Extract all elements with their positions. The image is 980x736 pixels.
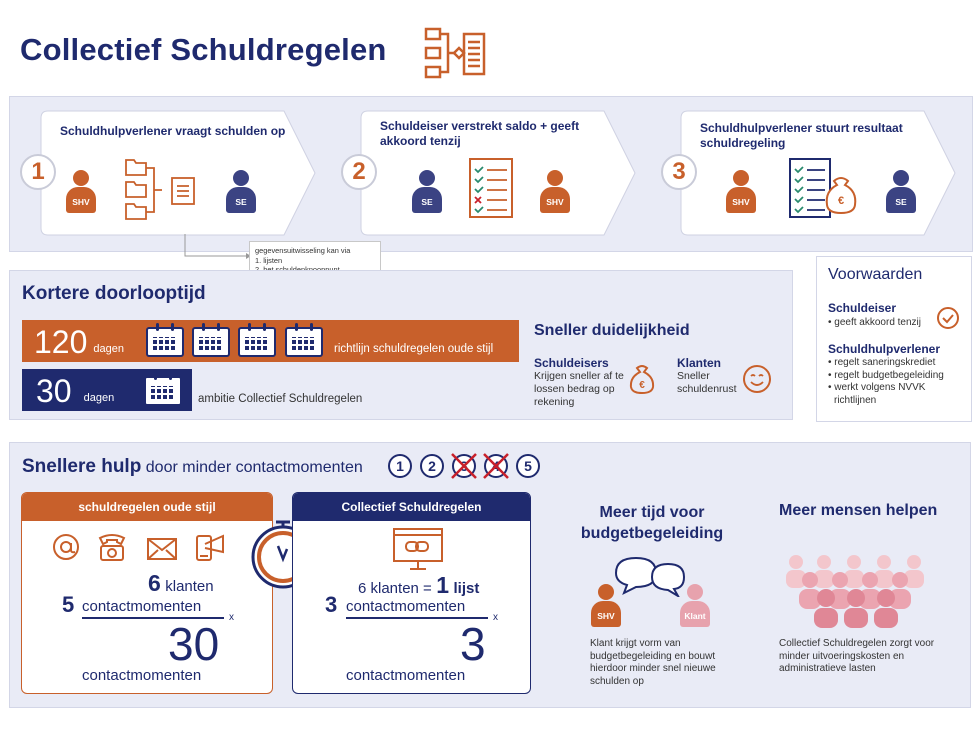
voorwaarden-panel <box>816 256 972 422</box>
old-times: x <box>229 612 234 623</box>
new-list-num: 1 <box>436 572 450 598</box>
old-result-word: contactmomenten <box>82 667 202 684</box>
calendar-icon <box>192 323 230 357</box>
calendar-icon <box>238 323 276 357</box>
se-person-icon: SE <box>886 170 916 214</box>
shv-item: • regelt saneringskrediet <box>828 357 936 368</box>
contact-channels-icons <box>53 534 224 561</box>
contact-circle: 1 <box>388 454 412 478</box>
new-left-num: 3 <box>325 592 338 617</box>
shv-item: richtlijnen <box>834 394 877 406</box>
old-days-unit: dagen <box>93 343 124 355</box>
contact-circle: 2 <box>420 454 444 478</box>
smiley-icon <box>743 365 771 393</box>
collectief-card: Collectief Schuldregelen <box>292 492 531 694</box>
old-clients-word: klanten <box>165 578 214 595</box>
snellere-heading: Snellere hulp door minder contactmomente… <box>22 456 363 478</box>
new-duration-label: ambitie Collectief Schuldregelen <box>198 393 363 405</box>
shv-person-icon: SHV <box>591 584 621 628</box>
page-title: Collectief Schuldregelen <box>20 32 387 67</box>
mensen-text: Collectief Schuldregelen zorgt voor mind… <box>779 638 935 674</box>
klant-person-icon: Klant <box>680 584 710 628</box>
step-3-title: Schuldhulpverlener stuurt resultaat schu… <box>700 121 903 150</box>
new-prefix: 6 klanten = <box>358 580 432 597</box>
new-result-word: contactmomenten <box>346 667 466 684</box>
shv-person-icon: SHV <box>66 170 96 214</box>
old-style-card: schuldregelen oude stijl <box>21 492 273 694</box>
shv-item: • regelt budgetbegeleiding <box>828 369 944 381</box>
budget-text: Klant krijgt vorm van budgetbegeleiding … <box>590 638 716 687</box>
old-sum-line <box>82 617 224 619</box>
step-1-number: 1 <box>20 154 56 190</box>
calendar-icon <box>144 372 182 406</box>
screen-link-icon <box>393 528 443 570</box>
old-days: 120 <box>34 324 88 360</box>
step-2-title: Schuldeiser verstrekt saldo + geeft akko… <box>380 119 580 148</box>
new-mid-word: contactmomenten <box>346 598 466 615</box>
document-money-icon: € <box>789 158 857 218</box>
folders-icon <box>125 159 195 220</box>
old-card-header: schuldregelen oude stijl <box>22 493 272 521</box>
step-2: Schuldeiser verstrekt saldo + geeft akko… <box>360 110 636 236</box>
klanten-title: Klanten <box>677 356 722 370</box>
shv-item: • werkt volgens NVVK <box>828 382 926 393</box>
se-person-icon: SE <box>226 170 256 214</box>
shv-person-icon: SHV <box>540 170 570 214</box>
new-times: x <box>493 612 498 623</box>
budget-heading: Meer tijd voor budgetbegeleiding <box>580 504 724 542</box>
note-item: 1. lijsten <box>255 255 283 265</box>
step-1: Schuldhulpverlener vraagt schulden op SH… <box>40 110 316 236</box>
calendar-icon <box>146 323 184 357</box>
shv-title: Schuldhulpverlener <box>828 342 941 356</box>
note-item: 2. het schuldenknooppunt <box>255 265 375 275</box>
schuldeiser-title: Schuldeiser <box>828 301 897 315</box>
money-bag-icon: € <box>629 365 655 395</box>
step-3-number: 3 <box>661 154 697 190</box>
shv-person-icon: SHV <box>726 170 756 214</box>
old-mid-word: contactmomenten <box>82 598 202 615</box>
new-days: 30 <box>36 373 72 409</box>
step-2-number: 2 <box>341 154 377 190</box>
new-result: 3 <box>460 618 486 670</box>
shv-items: • regelt saneringskrediet • regelt budge… <box>828 357 944 407</box>
svg-text:€: € <box>639 380 645 391</box>
new-sum-line <box>346 617 488 619</box>
old-left-num: 5 <box>62 592 75 617</box>
schuldeiser-item: • geeft akkoord tenzij <box>828 317 921 328</box>
voorwaarden-heading: Voorwaarden <box>828 266 923 283</box>
crowd-icon <box>786 555 924 628</box>
snellere-heading-bold: Snellere hulp <box>22 456 142 477</box>
schuldeisers-title: Schuldeisers <box>534 356 609 370</box>
speech-bubbles-icon <box>614 556 686 597</box>
note-intro: gegevensuitwisseling kan via <box>255 246 351 255</box>
step-1-title: Schuldhulpverlener vraagt schulden op <box>60 124 286 138</box>
new-card-header: Collectief Schuldregelen <box>293 493 530 521</box>
note-connector <box>184 234 251 259</box>
new-top-line: 6 klanten = 1 lijst <box>358 572 479 599</box>
mensen-heading: Meer mensen helpen <box>779 502 938 519</box>
old-clients-num: 6 <box>148 570 161 596</box>
snellere-heading-rest: door minder contactmomenten <box>145 459 363 476</box>
step-3: Schuldhulpverlener stuurt resultaat schu… <box>680 110 956 236</box>
process-list-icon <box>424 27 486 79</box>
svg-text:€: € <box>838 195 844 207</box>
old-top-line: 6 klanten <box>148 570 214 597</box>
old-result: 30 <box>168 618 220 670</box>
new-days-unit: dagen <box>83 392 115 404</box>
duidelijkheid-heading: Sneller duidelijkheid <box>534 322 690 339</box>
checklist-icon <box>469 158 513 218</box>
schuldeisers-text: Krijgen sneller af te lossen bedrag op r… <box>534 370 624 408</box>
old-duration-label: richtlijn schuldregelen oude stijl <box>334 343 494 355</box>
klanten-text: Sneller schuldenrust <box>677 370 737 395</box>
new-list-word: lijst <box>453 580 480 597</box>
cross-out-icon <box>451 453 509 479</box>
kortere-heading: Kortere doorlooptijd <box>22 283 206 304</box>
se-person-icon: SE <box>412 170 442 214</box>
calendar-icon <box>285 323 323 357</box>
contact-circle: 5 <box>516 454 540 478</box>
check-circle-icon <box>937 307 959 329</box>
